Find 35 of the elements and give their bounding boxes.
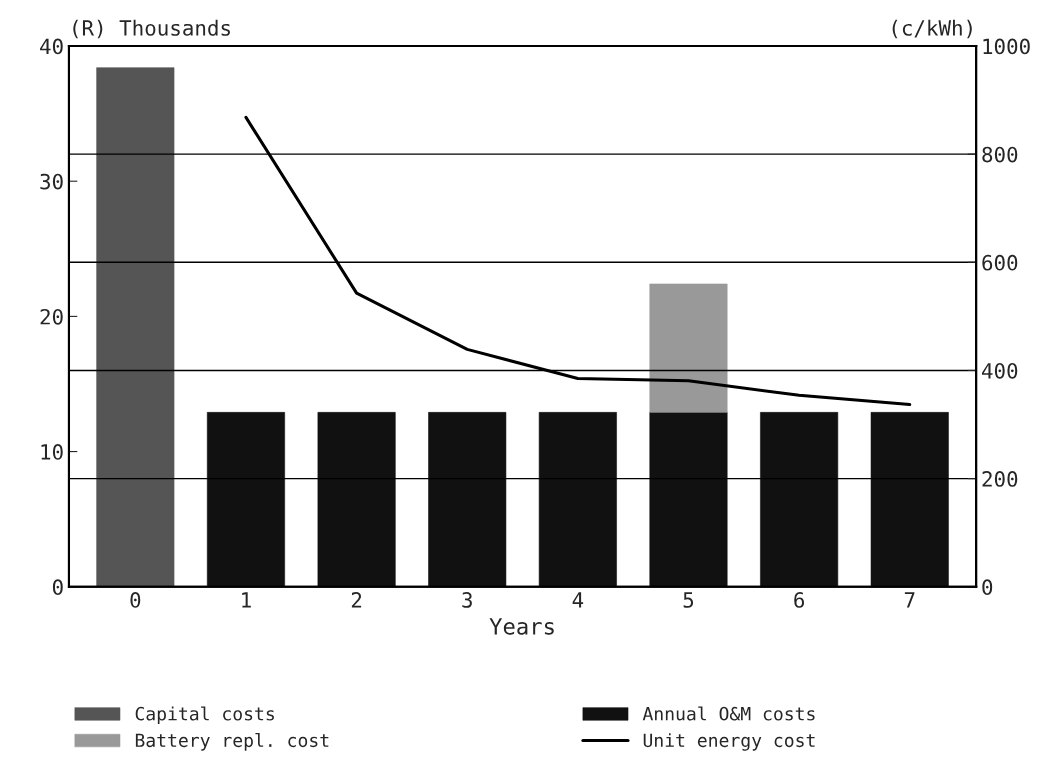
x-tick-label: 7 [904, 592, 915, 608]
y2-tick-label: 800 [982, 146, 1018, 163]
bar [96, 67, 175, 587]
x-tick-label: 5 [683, 592, 694, 608]
legend-label: Unit energy cost [643, 733, 815, 751]
bar [760, 412, 839, 587]
y-tick-label: 40 [40, 38, 63, 55]
x-tick-label: 3 [462, 592, 472, 608]
bar [317, 412, 396, 587]
x-tick-label: 4 [572, 592, 584, 608]
x-tick-label: 0 [130, 592, 141, 608]
y2-tick-label: 0 [982, 579, 993, 596]
y-tick-label: 0 [52, 579, 63, 596]
x-tick-label: 6 [794, 592, 805, 608]
y2-tick-label: 1000 [983, 38, 1030, 55]
y-tick-label: 20 [40, 308, 63, 325]
bar [428, 412, 507, 587]
y-tick-label: 10 [41, 444, 63, 460]
x-tick-label: 2 [351, 592, 362, 608]
bar [870, 412, 949, 587]
bar [206, 412, 285, 587]
x-tick-label: 1 [242, 592, 251, 608]
bar [649, 412, 728, 587]
legend-label: Capital costs [135, 706, 274, 725]
y2-tick-label: 400 [982, 362, 1018, 379]
y2-axis-title: (c/kWh) [892, 19, 972, 39]
y-axis-title: (R) Thousands [73, 19, 230, 39]
y2-tick-label: 200 [982, 471, 1018, 487]
legend-label: Annual O&M costs [642, 706, 815, 721]
y2-tick-label: 600 [982, 254, 1018, 271]
bar [649, 283, 728, 413]
y-tick-label: 30 [40, 173, 63, 190]
bar [538, 412, 617, 587]
legend-label: Battery repl. cost [135, 733, 329, 751]
x-axis-title: Years [489, 618, 554, 635]
